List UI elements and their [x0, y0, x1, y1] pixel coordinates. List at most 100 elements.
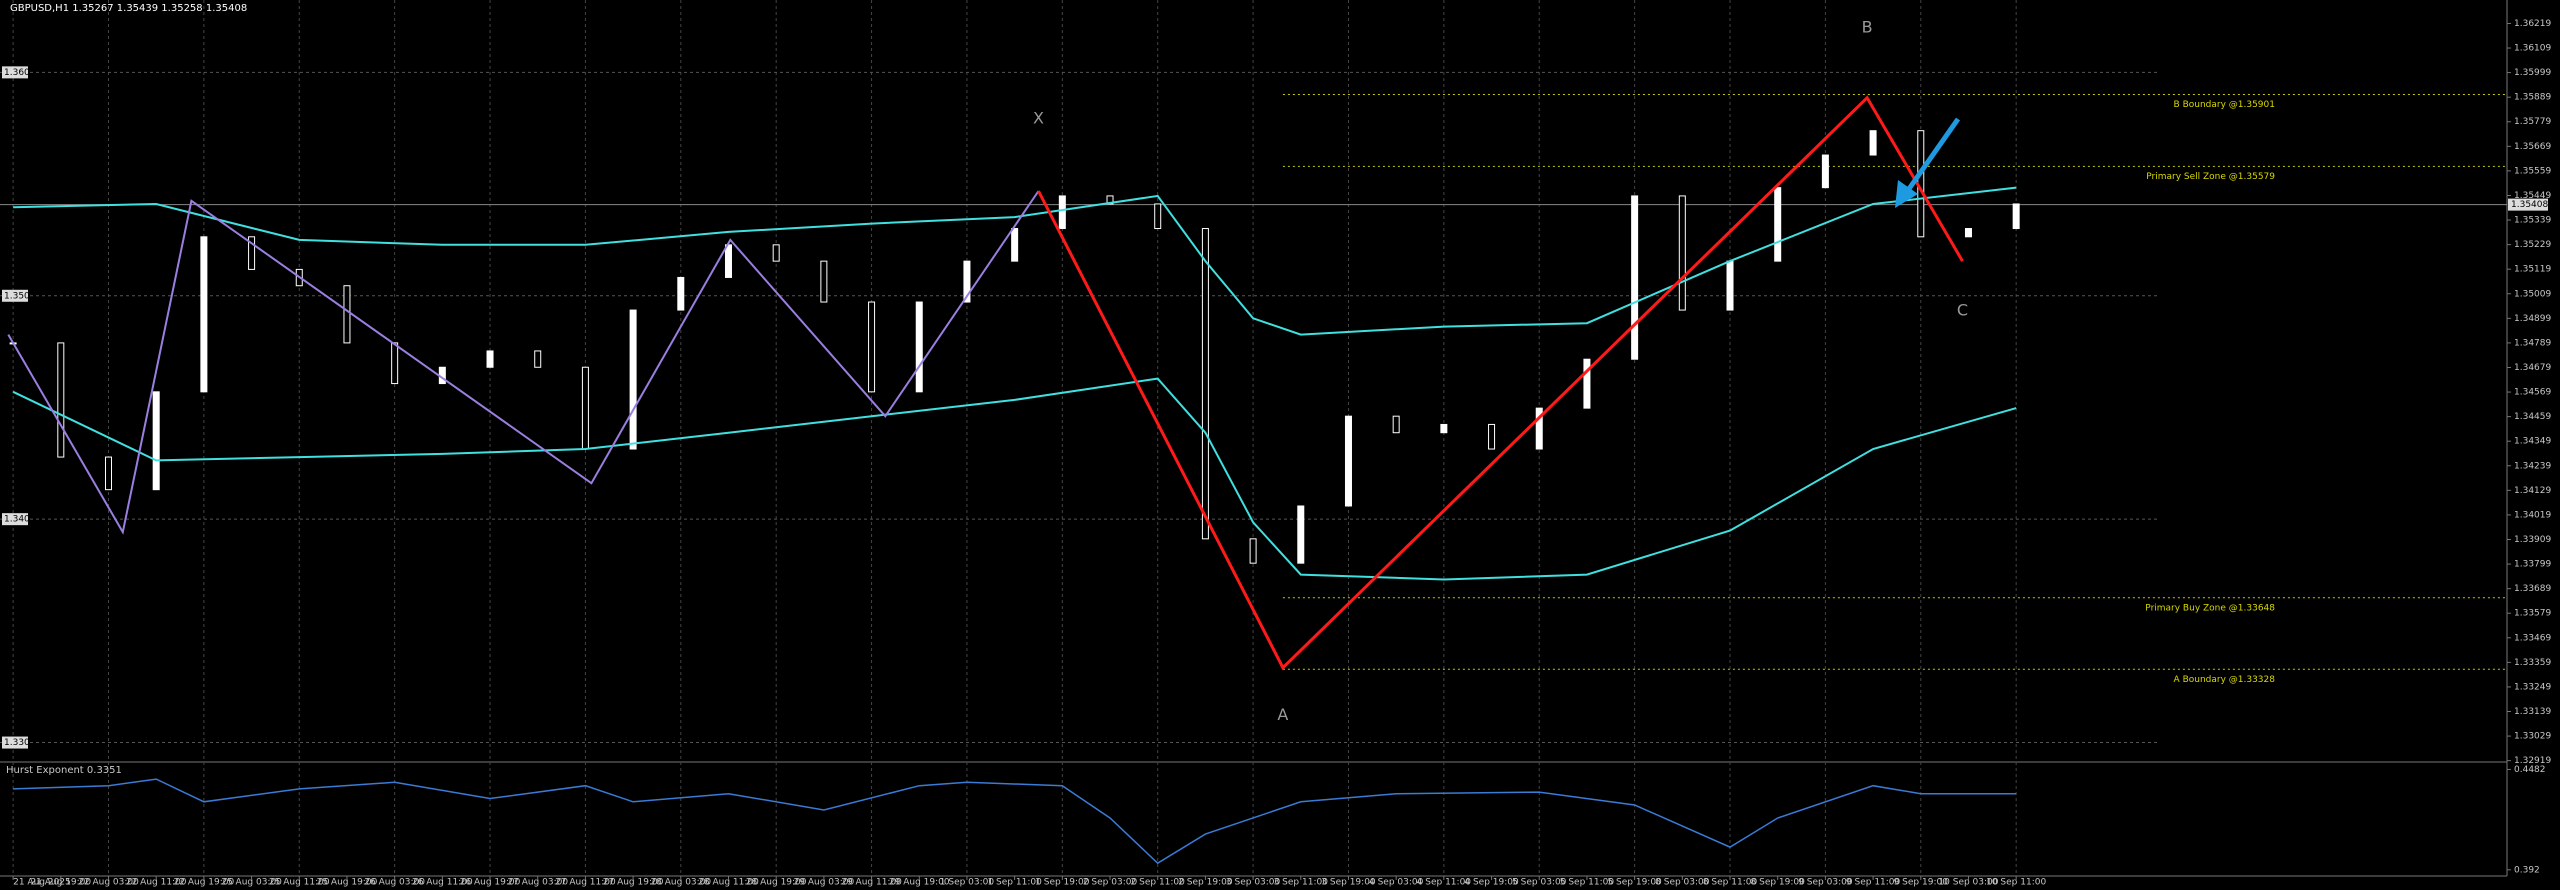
x-tick-label: 29 Aug 11:00 — [841, 878, 902, 888]
x-tick-label: 1 Sep 19:00 — [1035, 878, 1090, 888]
current-price-label: 1.35408 — [2511, 200, 2548, 210]
x-tick-label: 8 Sep 19:00 — [1751, 878, 1806, 888]
x-tick-label: 5 Sep 03:00 — [1512, 878, 1567, 888]
x-tick-label: 27 Aug 11:00 — [555, 878, 616, 888]
x-tick-label: 8 Sep 11:00 — [1703, 878, 1758, 888]
y-tick-label: 1.34679 — [2514, 363, 2551, 373]
candle — [57, 342, 65, 458]
x-tick-label: 26 Aug 11:00 — [412, 878, 473, 888]
y-tick-label: 1.35669 — [2514, 142, 2551, 152]
candle — [1488, 423, 1496, 450]
candle — [1058, 195, 1066, 230]
candle — [486, 350, 494, 368]
y-tick-label: 1.32919 — [2514, 756, 2551, 766]
y-tick-label: 1.35889 — [2514, 93, 2551, 103]
candle — [534, 350, 542, 368]
y-tick-label: 1.35339 — [2514, 216, 2551, 226]
y-tick-label: 1.34349 — [2514, 437, 2551, 447]
indicator-name: Hurst Exponent 0.3351 — [6, 765, 122, 776]
candle — [1011, 228, 1019, 262]
round-level-label: 1.350 — [4, 291, 30, 301]
y-tick-label: 1.33579 — [2514, 609, 2551, 619]
y-tick-label: 1.34789 — [2514, 338, 2551, 348]
x-tick-label: 29 Aug 03:00 — [794, 878, 855, 888]
x-tick-label: 21 Aug 2025 — [13, 878, 71, 888]
round-level-box — [2, 66, 28, 79]
x-tick-label: 25 Aug 03:00 — [221, 878, 282, 888]
round-level-box — [2, 736, 28, 749]
candle — [1201, 228, 1209, 540]
x-tick-label: 9 Sep 03:00 — [1798, 878, 1853, 888]
y-tick-label: 1.33799 — [2514, 560, 2551, 570]
zone-label: B Boundary @1.35901 — [2174, 100, 2275, 110]
x-tick-label: 25 Aug 19:00 — [317, 878, 378, 888]
zone-label: A Boundary @1.33328 — [2174, 675, 2276, 685]
zone-label: Primary Sell Zone @1.35579 — [2146, 172, 2275, 182]
candle — [772, 244, 780, 262]
y-tick-label: 1.33359 — [2514, 658, 2551, 668]
y-tick-label: 1.33139 — [2514, 707, 2551, 717]
x-tick-label: 22 Aug 19:00 — [174, 878, 235, 888]
x-tick-label: 1 Sep 03:00 — [940, 878, 995, 888]
pattern-point-label: X — [1033, 109, 1044, 128]
x-tick-label: 1 Sep 11:00 — [987, 878, 1042, 888]
y-tick-label: 1.34459 — [2514, 412, 2551, 422]
round-level-label: 1.330 — [4, 738, 30, 748]
candle — [1631, 195, 1639, 360]
x-tick-label: 22 Aug 03:00 — [78, 878, 139, 888]
y-tick-label: 1.33029 — [2514, 732, 2551, 742]
zigzag — [7, 190, 1040, 535]
candle — [1344, 415, 1352, 507]
y-tick-label: 1.36219 — [2514, 19, 2551, 29]
x-tick-label: 9 Sep 19:00 — [1894, 878, 1949, 888]
round-level-box — [2, 513, 28, 526]
round-level-label: 1.340 — [4, 515, 30, 525]
x-tick-label: 4 Sep 11:00 — [1417, 878, 1472, 888]
x-tick-label: 2 Sep 03:00 — [1083, 878, 1138, 888]
pattern-point-label: B — [1862, 17, 1873, 36]
y-tick-label: 1.35779 — [2514, 117, 2551, 127]
y-tick-label: 1.35999 — [2514, 68, 2551, 78]
pattern-point-label: C — [1957, 301, 1968, 320]
upper-band — [13, 186, 2017, 336]
x-tick-label: 2 Sep 11:00 — [1131, 878, 1186, 888]
x-tick-label: 28 Aug 11:00 — [698, 878, 759, 888]
y-tick-label: 1.33249 — [2514, 682, 2551, 692]
signal-arrow — [1895, 117, 1961, 208]
candle — [1392, 415, 1400, 434]
y-tick-label: 1.34239 — [2514, 461, 2551, 471]
x-tick-label: 26 Aug 03:00 — [364, 878, 425, 888]
lower-band — [12, 377, 2017, 581]
y-tick-label: 1.35119 — [2514, 265, 2551, 275]
x-tick-label: 9 Sep 11:00 — [1846, 878, 1901, 888]
y-tick-label: 1.34899 — [2514, 314, 2551, 324]
y-tick-label: 1.33469 — [2514, 633, 2551, 643]
zone-label: Primary Buy Zone @1.33648 — [2145, 603, 2275, 613]
candle — [963, 260, 971, 303]
x-tick-label: 25 Aug 11:00 — [269, 878, 330, 888]
x-tick-label: 3 Sep 03:00 — [1226, 878, 1281, 888]
candle — [724, 244, 732, 278]
x-tick-label: 28 Aug 03:00 — [650, 878, 711, 888]
candle — [200, 236, 208, 393]
x-tick-label: 27 Aug 19:00 — [603, 878, 664, 888]
candle — [1821, 154, 1829, 189]
pattern-point-label: A — [1277, 705, 1288, 724]
x-tick-label: 10 Sep 03:00 — [1938, 878, 1998, 888]
x-tick-label: 22 Aug 11:00 — [126, 878, 187, 888]
x-tick-label: 10 Sep 11:00 — [1986, 878, 2046, 888]
y-tick-label: 1.36109 — [2514, 44, 2551, 54]
candle — [677, 276, 685, 311]
x-tick-label: 5 Sep 11:00 — [1560, 878, 1615, 888]
candle — [1869, 130, 1877, 156]
candle — [104, 456, 112, 491]
y-tick-label: 1.33689 — [2514, 584, 2551, 594]
x-tick-label: 3 Sep 11:00 — [1274, 878, 1329, 888]
x-tick-label: 27 Aug 03:00 — [507, 878, 568, 888]
x-tick-label: 29 Aug 19:00 — [889, 878, 950, 888]
x-tick-label: 2 Sep 19:00 — [1178, 878, 1233, 888]
candle — [915, 301, 923, 393]
x-tick-label: 8 Sep 03:00 — [1655, 878, 1710, 888]
